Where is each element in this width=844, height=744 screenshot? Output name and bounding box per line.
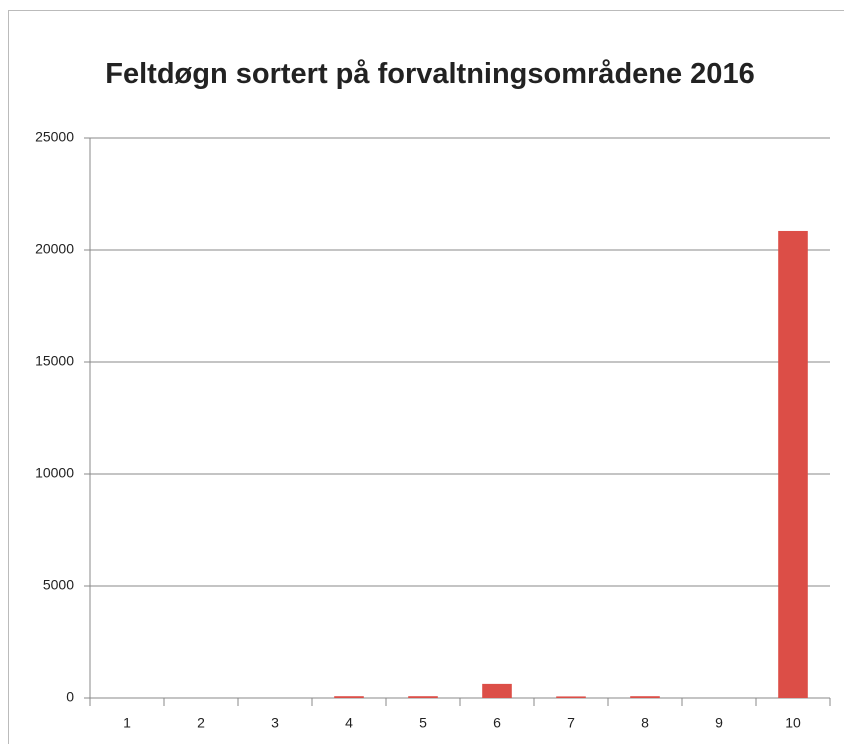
y-tick-label: 10000 [35, 465, 74, 481]
x-tick-label: 2 [197, 715, 205, 731]
y-tick-label: 15000 [35, 353, 74, 369]
x-tick-label: 3 [271, 715, 279, 731]
y-tick-label: 20000 [35, 241, 74, 257]
bar [334, 696, 364, 698]
x-tick-label: 8 [641, 715, 649, 731]
y-tick-label: 25000 [35, 129, 74, 145]
bar [556, 696, 586, 698]
chart-frame [8, 10, 844, 744]
y-tick-label: 5000 [43, 577, 74, 593]
x-tick-label: 5 [419, 715, 427, 731]
bar [482, 683, 512, 698]
x-tick-label: 4 [345, 715, 353, 731]
x-tick-label: 7 [567, 715, 575, 731]
x-tick-label: 1 [123, 715, 131, 731]
bar [630, 696, 660, 698]
bar [778, 230, 808, 698]
chart-title: Feltdøgn sortert på forvaltningsområdene… [105, 58, 755, 90]
x-tick-label: 9 [715, 715, 723, 731]
x-tick-label: 6 [493, 715, 501, 731]
bar [408, 696, 438, 698]
y-tick-label: 0 [66, 689, 74, 705]
x-tick-label: 10 [785, 715, 801, 731]
